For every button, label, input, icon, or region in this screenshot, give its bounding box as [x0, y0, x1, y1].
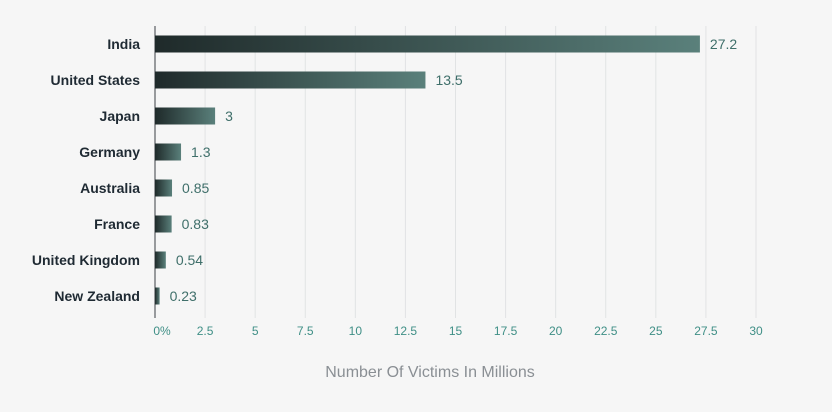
value-labels: 27.2 13.5 3 1.3 0.85 0.83 0.54 0.23 — [170, 36, 738, 304]
x-tick-label: 22.5 — [594, 324, 618, 338]
value-label: 1.3 — [191, 144, 211, 160]
grid-lines — [204, 26, 757, 318]
value-label: 13.5 — [435, 72, 462, 88]
x-tick-label: 2.5 — [197, 324, 214, 338]
category-label: Australia — [80, 180, 140, 196]
bar — [155, 71, 426, 89]
x-tick-label: 12.5 — [394, 324, 418, 338]
x-tick-label: 17.5 — [494, 324, 518, 338]
category-label: France — [94, 216, 140, 232]
x-tick-label: 25 — [649, 324, 663, 338]
bar — [155, 251, 166, 269]
x-tick-label: 7.5 — [297, 324, 314, 338]
x-tick-label: 15 — [449, 324, 463, 338]
bar — [155, 107, 216, 125]
x-axis-title: Number Of Victims In Millions — [325, 364, 535, 381]
value-label: 3 — [225, 108, 233, 124]
value-label: 0.54 — [176, 252, 203, 268]
bar — [155, 215, 172, 233]
category-labels: India United States Japan Germany Australia F… — [32, 36, 140, 304]
bar — [155, 179, 173, 197]
x-tick-labels: 0% 2.5 5 7.5 10 12.5 15 17.5 20 22.5 25 27.5 30 — [153, 324, 763, 338]
x-tick-label: 20 — [549, 324, 563, 338]
bar — [155, 287, 160, 305]
category-label: India — [107, 36, 140, 52]
value-label: 0.85 — [182, 180, 209, 196]
category-label: New Zealand — [54, 288, 140, 304]
value-label: 0.83 — [182, 216, 209, 232]
value-label: 27.2 — [710, 36, 737, 52]
x-tick-label: 27.5 — [694, 324, 718, 338]
x-tick-label: 10 — [349, 324, 363, 338]
category-label: United States — [51, 72, 141, 88]
value-label: 0.23 — [170, 288, 197, 304]
x-tick-label: 5 — [252, 324, 259, 338]
x-tick-label: 30 — [749, 324, 763, 338]
bar — [155, 35, 700, 53]
bar — [155, 143, 182, 161]
category-label: Germany — [79, 144, 140, 160]
category-label: Japan — [100, 108, 140, 124]
category-label: United Kingdom — [32, 252, 140, 268]
x-tick-label: 0% — [153, 324, 171, 338]
bars — [155, 35, 700, 305]
